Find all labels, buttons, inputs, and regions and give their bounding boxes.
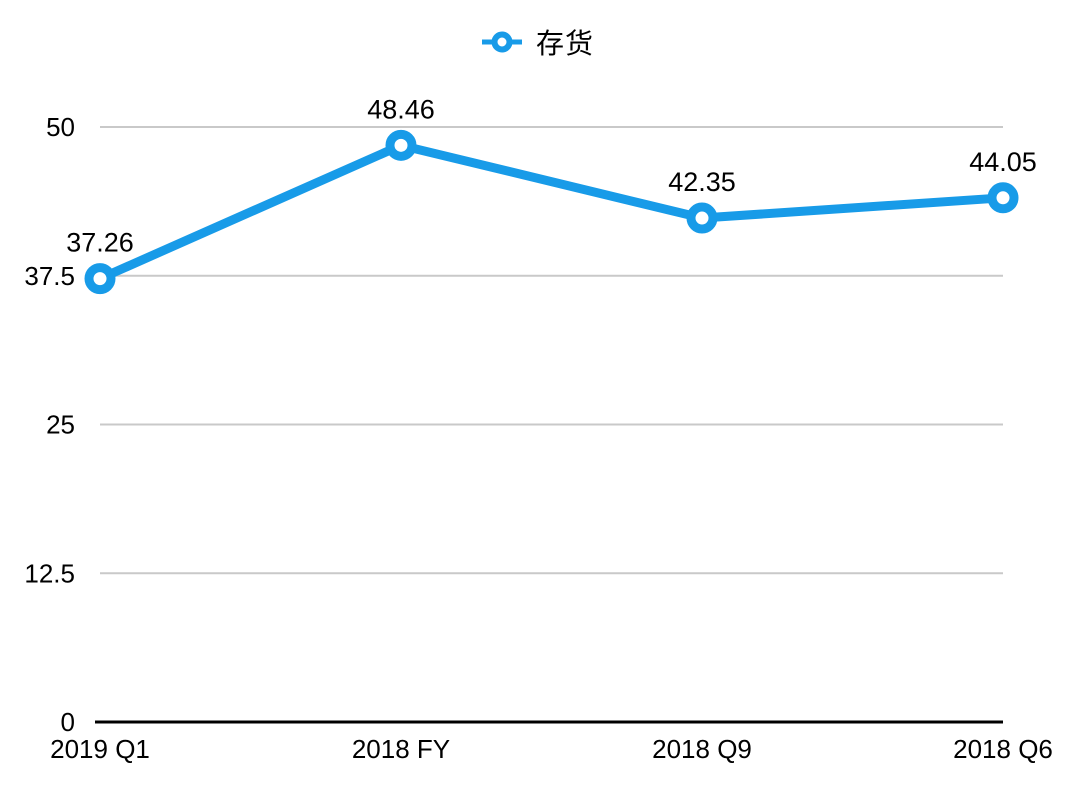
y-tick-label: 50 (46, 112, 75, 142)
x-tick-label: 2019 Q1 (50, 734, 150, 764)
x-tick-label: 2018 FY (352, 734, 450, 764)
y-tick-label: 25 (46, 410, 75, 440)
data-point-marker (385, 129, 417, 161)
series-line (95, 140, 1008, 284)
data-point-label: 44.05 (969, 147, 1037, 177)
data-point-label: 37.26 (66, 228, 134, 258)
y-tick-label: 12.5 (24, 558, 75, 588)
data-point-marker (686, 202, 718, 234)
data-point-marker (987, 182, 1019, 214)
y-tick-label: 0 (61, 707, 75, 737)
x-tick-label: 2018 Q9 (652, 734, 752, 764)
data-point-marker (84, 263, 116, 295)
data-point-label: 42.35 (668, 167, 736, 197)
y-tick-label: 37.5 (24, 261, 75, 291)
x-tick-label: 2018 Q6 (953, 734, 1053, 764)
data-point-label: 48.46 (367, 94, 435, 124)
